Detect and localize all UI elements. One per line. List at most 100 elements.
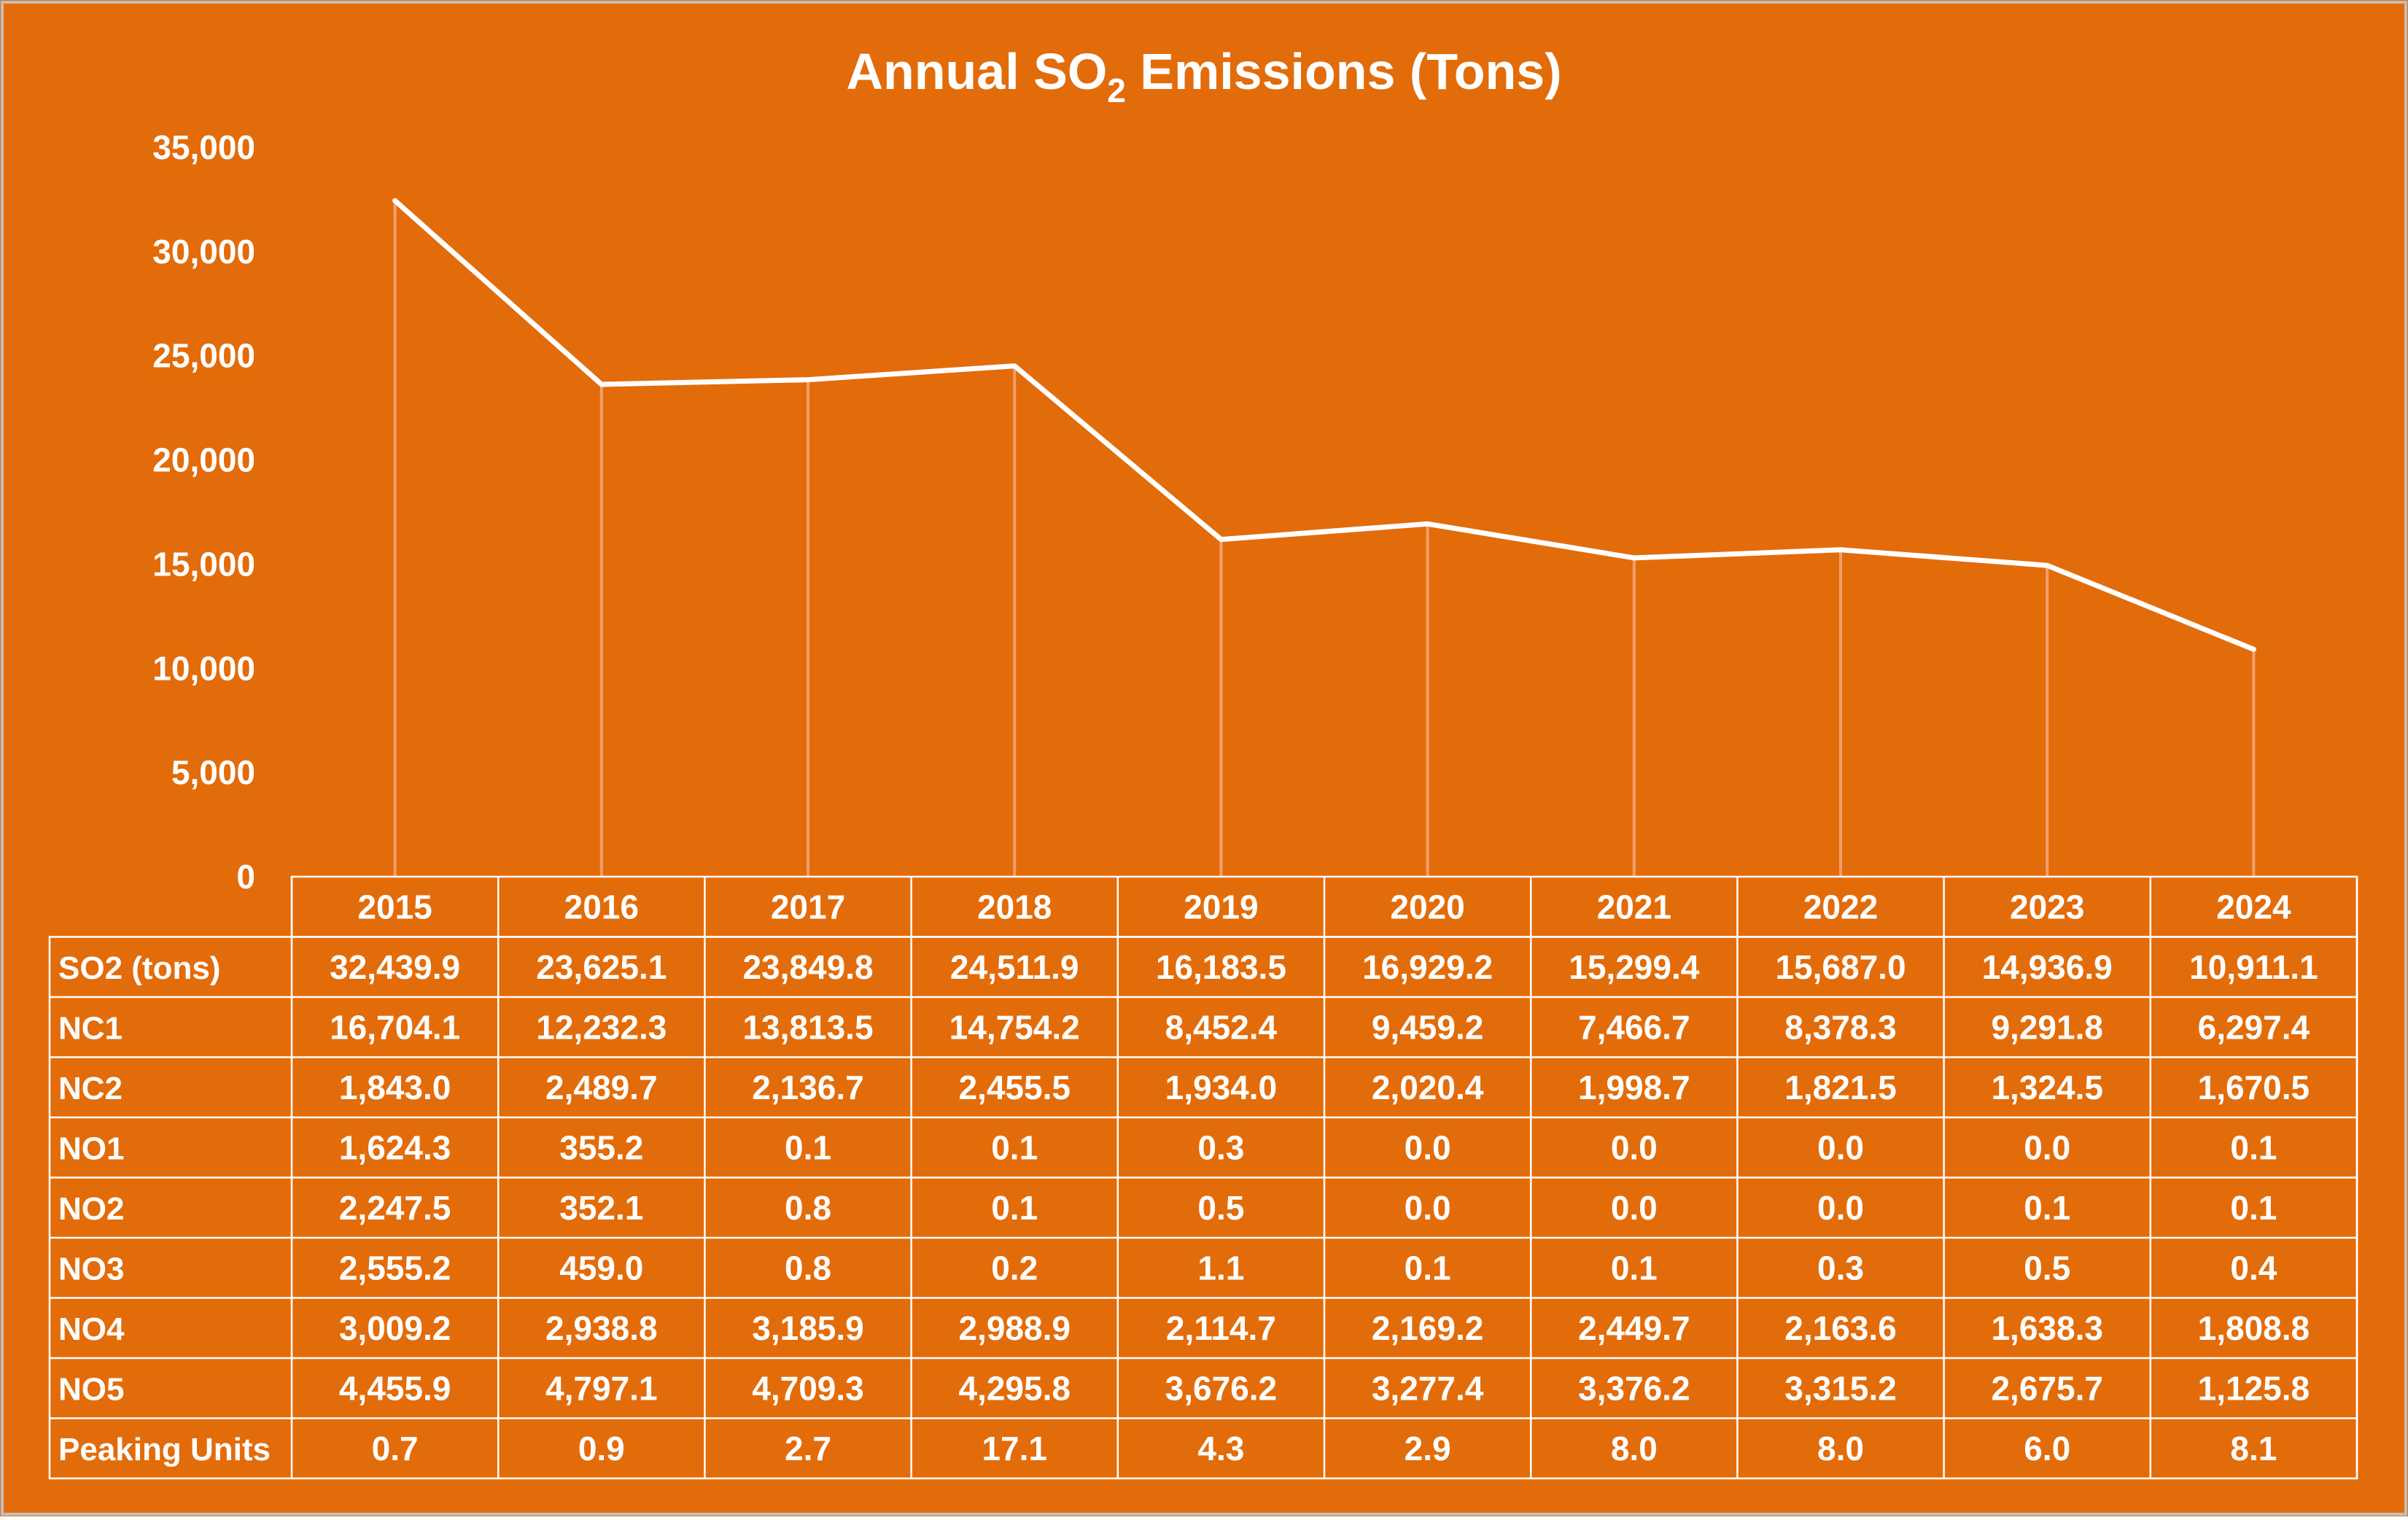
table-cell: 24,511.9 — [950, 948, 1079, 986]
table-cell: 17.1 — [982, 1430, 1047, 1467]
data-point-so2 — [807, 379, 809, 381]
table-cell: 0.1 — [785, 1128, 831, 1166]
vertical-gridlines — [393, 201, 2256, 877]
table-cell: 4,295.8 — [958, 1369, 1070, 1407]
y-axis: 0 5,000 10,000 15,000 20,000 25,000 30,000 35,0… — [152, 128, 255, 896]
table-cell: 32,439.9 — [330, 948, 460, 986]
table-cell: 1,324.5 — [1991, 1069, 2102, 1106]
table-cell: 1,638.3 — [1991, 1309, 2102, 1347]
table-cell: 1,670.5 — [2198, 1069, 2310, 1106]
table-cell: 14,936.9 — [1982, 948, 2113, 986]
table-cell: 8.1 — [2230, 1430, 2277, 1467]
table-cell: 6.0 — [2024, 1430, 2070, 1467]
x-tick-label: 2015 — [357, 888, 432, 926]
table-cell: 3,009.2 — [339, 1309, 451, 1347]
table-cell: 0.1 — [1405, 1249, 1451, 1287]
table-cell: 8.0 — [1611, 1430, 1658, 1467]
x-tick-label: 2016 — [564, 888, 639, 926]
table-cell: 9,291.8 — [1991, 1008, 2102, 1046]
table-cell: 2,988.9 — [958, 1309, 1070, 1347]
table-cell: 1,125.8 — [2198, 1369, 2310, 1407]
table-row-label: NO2 — [58, 1191, 124, 1227]
table-cell: 0.1 — [1611, 1249, 1658, 1287]
table-cell: 352.1 — [559, 1189, 643, 1227]
table-cell: 0.9 — [578, 1430, 625, 1467]
data-point-so2 — [394, 200, 396, 202]
x-tick-label: 2024 — [2216, 888, 2291, 926]
table-cell: 15,687.0 — [1775, 948, 1906, 986]
data-point-so2 — [2046, 565, 2048, 567]
table-cell: 0.0 — [1611, 1189, 1658, 1227]
table-cell: 1,934.0 — [1165, 1069, 1277, 1106]
table-row-label: NO3 — [58, 1251, 124, 1287]
chart-title-subscript: 2 — [1107, 71, 1126, 109]
data-point-so2 — [1426, 523, 1429, 525]
table-cell: 2,489.7 — [545, 1069, 657, 1106]
table-cell: 3,376.2 — [1578, 1369, 1690, 1407]
table-cell: 23,625.1 — [536, 948, 667, 986]
table-cell: 8,452.4 — [1165, 1008, 1278, 1046]
table-row-label: Peaking Units — [58, 1432, 271, 1467]
table-cell: 4,455.9 — [339, 1369, 451, 1407]
table-cell: 16,929.2 — [1362, 948, 1493, 986]
table-cell: 2,114.7 — [1166, 1309, 1276, 1347]
table-cell: 0.3 — [1817, 1249, 1864, 1287]
table-cell: 10,911.1 — [2189, 948, 2318, 986]
x-tick-label: 2018 — [977, 888, 1052, 926]
table-row-label: NO5 — [58, 1371, 124, 1407]
y-tick-label: 5,000 — [171, 753, 255, 791]
data-point-so2 — [1220, 538, 1222, 540]
table-cell: 3,277.4 — [1372, 1369, 1484, 1407]
table-cell: 0.5 — [1197, 1189, 1244, 1227]
series-line-group — [392, 198, 2256, 652]
table-cell: 6,297.4 — [2198, 1008, 2310, 1046]
x-tick-label: 2022 — [1803, 888, 1878, 926]
table-cell: 0.1 — [991, 1128, 1038, 1166]
data-table: 2015 2016 2017 2018 2019 2020 2021 2022 2023 2024… — [48, 875, 2358, 1480]
table-cell: 1,624.3 — [339, 1128, 451, 1166]
table-cell: 8.0 — [1817, 1430, 1864, 1467]
table-cell: 13,813.5 — [742, 1008, 873, 1046]
table-cell: 2,169.2 — [1372, 1309, 1483, 1347]
table-cell: 459.0 — [559, 1249, 643, 1287]
table-cell: 3,676.2 — [1165, 1369, 1277, 1407]
table-cell: 0.1 — [991, 1189, 1038, 1227]
table-row-label: NC1 — [58, 1010, 123, 1046]
table-row-label: NC2 — [58, 1071, 123, 1106]
table-cell: 0.0 — [1405, 1189, 1451, 1227]
table-cell: 0.0 — [1817, 1128, 1864, 1166]
table-cell: 15,299.4 — [1569, 948, 1699, 986]
chart-title-prefix: Annual SO — [846, 43, 1107, 100]
table-cell: 3,185.9 — [752, 1309, 863, 1347]
table-cell: 8,378.3 — [1784, 1008, 1896, 1046]
table-cell: 2.9 — [1405, 1430, 1451, 1467]
table-cell: 3,315.2 — [1784, 1369, 1896, 1407]
table-cell: 0.8 — [785, 1249, 831, 1287]
table-cell: 4,709.3 — [752, 1369, 863, 1407]
table-cell: 0.8 — [785, 1189, 831, 1227]
table-cell: 0.0 — [1817, 1189, 1864, 1227]
table-cell: 2,455.5 — [958, 1069, 1070, 1106]
table-cell: 16,183.5 — [1156, 948, 1286, 986]
table-cell: 2,247.5 — [339, 1189, 451, 1227]
y-tick-label: 15,000 — [152, 545, 255, 583]
data-point-so2 — [2253, 648, 2255, 651]
table-cell: 23,849.8 — [742, 948, 873, 986]
table-cell: 355.2 — [559, 1128, 643, 1166]
table-cell: 4.3 — [1197, 1430, 1244, 1467]
table-cell: 1,808.8 — [2198, 1309, 2310, 1347]
table-row-label: SO2 (tons) — [58, 950, 220, 986]
table-cell: 0.1 — [2024, 1189, 2070, 1227]
table-cell: 2,449.7 — [1578, 1309, 1690, 1347]
table-cell: 0.1 — [2230, 1189, 2277, 1227]
table-cell: 7,466.7 — [1578, 1008, 1690, 1046]
series-line-so2 — [392, 198, 2256, 652]
table-cell: 0.3 — [1197, 1128, 1244, 1166]
table-cell: 4,797.1 — [545, 1369, 657, 1407]
table-cell: 2,163.6 — [1784, 1309, 1896, 1347]
table-cell: 9,459.2 — [1372, 1008, 1483, 1046]
y-tick-label: 0 — [236, 858, 255, 896]
